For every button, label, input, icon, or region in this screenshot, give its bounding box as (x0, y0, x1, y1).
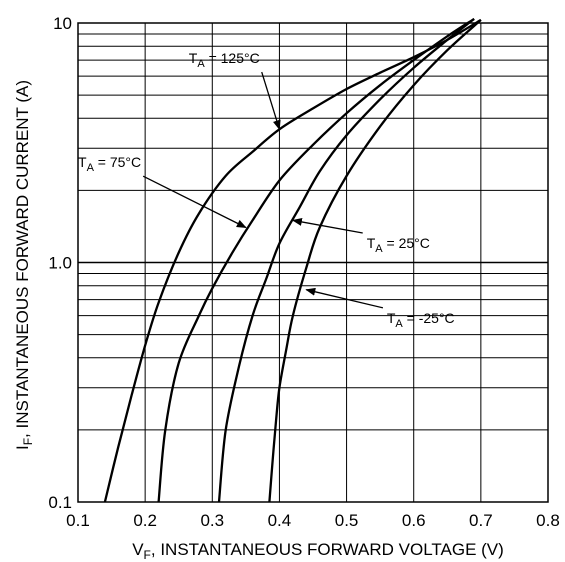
y-axis-title-rest: , INSTANTANEOUS FORWARD CURRENT (A) (13, 80, 32, 438)
grid (77, 23, 549, 502)
x-axis-title-main: V (132, 540, 144, 559)
series-label-2: TA = 25°C (367, 235, 430, 255)
x-tick-label: 0.2 (133, 511, 157, 530)
tick-labels: 0.1 0.2 0.3 0.4 0.5 0.6 0.7 0.8 0.1 1.0 10 (48, 14, 559, 530)
y-axis-title-sub: F (21, 438, 35, 445)
series-line-2 (217, 17, 475, 503)
series-label-3: TA = -25°C (387, 310, 455, 330)
annotation-arrow-1 (142, 175, 247, 229)
y-axis-title: IF, INSTANTANEOUS FORWARD CURRENT (A) (13, 80, 35, 450)
x-tick-label: 0.6 (402, 511, 426, 530)
x-tick-label: 0.7 (469, 511, 493, 530)
series-label-0: TA = 125°C (189, 50, 260, 70)
x-axis-title: VF, INSTANTANEOUS FORWARD VOLTAGE (V) (132, 540, 504, 562)
annotation-arrow-0 (261, 71, 281, 131)
plot-frame (77, 22, 549, 503)
y-tick-label: 1.0 (48, 254, 72, 273)
annotations: TA = 125°C TA = 75°C TA = 25°C TA = -25°C (78, 50, 455, 330)
annotation-arrow-2 (291, 217, 363, 234)
series-line-1 (157, 17, 475, 503)
x-tick-label: 0.5 (335, 511, 359, 530)
y-axis-title-main: I (13, 445, 32, 450)
x-axis-title-rest: , INSTANTANEOUS FORWARD VOLTAGE (V) (151, 540, 504, 559)
series-label-1: TA = 75°C (78, 154, 141, 174)
annotation-arrow-3 (305, 287, 384, 309)
series-line-3 (268, 19, 482, 503)
x-tick-label: 0.8 (536, 511, 560, 530)
y-tick-label: 10 (53, 14, 72, 33)
series-line-0 (103, 18, 482, 503)
x-tick-label: 0.3 (200, 511, 224, 530)
y-tick-label: 0.1 (48, 493, 72, 512)
x-tick-label: 0.4 (268, 511, 292, 530)
curves (103, 17, 482, 503)
x-axis-title-sub: F (144, 548, 151, 562)
x-tick-label: 0.1 (66, 511, 90, 530)
